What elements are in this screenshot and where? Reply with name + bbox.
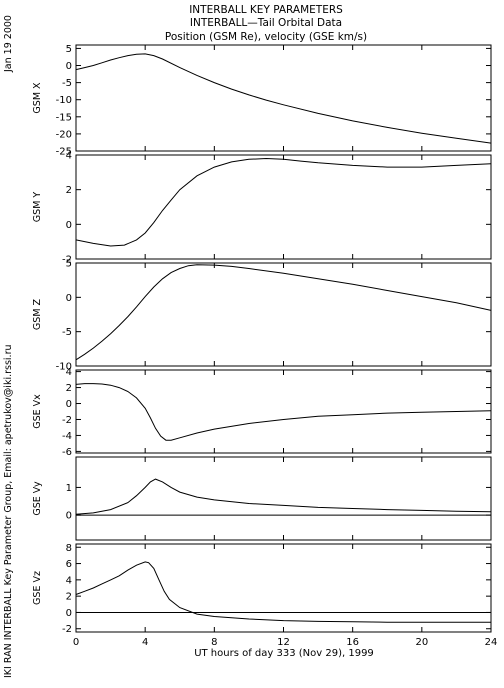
x-tick-label: 8 xyxy=(211,637,217,648)
y-tick-label-gsm-x: -25 xyxy=(56,147,72,158)
y-tick-label-gsm-x: 0 xyxy=(66,61,72,72)
series-line-gse-vx xyxy=(75,383,492,441)
x-tick-label: 4 xyxy=(142,637,148,648)
y-tick-label-gsm-z: -5 xyxy=(62,327,72,338)
x-tick-label: 24 xyxy=(485,637,498,648)
date-stamp: Jan 19 2000 xyxy=(3,15,14,73)
y-tick-label-gse-vx: -2 xyxy=(62,415,72,426)
panel-frame-gse-vy xyxy=(75,456,492,541)
y-tick-label-gse-vx: 4 xyxy=(66,367,72,378)
y-tick-label-gsm-x: 5 xyxy=(66,44,72,55)
y-tick-label-gse-vz: 2 xyxy=(66,592,72,603)
y-axis-label-gsm-y: GSM Y xyxy=(32,192,43,223)
y-tick-label-gse-vz: -2 xyxy=(62,624,72,635)
y-tick-label-gse-vx: 2 xyxy=(66,383,72,394)
y-tick-label-gsm-z: 5 xyxy=(66,259,72,270)
y-tick-label-gse-vy: 0 xyxy=(66,511,72,522)
y-tick-label-gsm-x: -20 xyxy=(56,129,72,140)
y-tick-label-gsm-z: 0 xyxy=(66,293,72,304)
y-tick-label-gsm-y: 2 xyxy=(66,185,72,196)
x-tick-label: 16 xyxy=(346,637,359,648)
x-tick-label: 0 xyxy=(73,637,79,648)
series-line-gsm-x xyxy=(75,53,492,144)
series-line-gse-vz xyxy=(75,561,491,623)
y-tick-label-gsm-x: -5 xyxy=(62,78,72,89)
y-tick-label-gse-vz: 6 xyxy=(66,559,72,570)
y-axis-label-gse-vx: GSE Vx xyxy=(32,394,43,429)
x-tick-label: 20 xyxy=(415,637,428,648)
y-tick-label-gse-vz: 0 xyxy=(66,608,72,619)
series-line-gsm-y xyxy=(75,157,492,247)
y-tick-label-gse-vx: -4 xyxy=(62,431,72,442)
y-tick-label-gse-vz: 8 xyxy=(66,543,72,554)
panel-frame-gse-vx xyxy=(75,369,492,454)
y-tick-label-gse-vx: -6 xyxy=(62,447,72,458)
y-axis-label-gsm-z: GSM Z xyxy=(32,298,43,330)
panel-frame-gsm-y xyxy=(75,154,492,260)
panel-frame-gsm-x xyxy=(75,44,492,152)
y-axis-label-gse-vy: GSE Vy xyxy=(32,481,43,516)
y-axis-label-gsm-x: GSM X xyxy=(32,82,43,114)
y-tick-label-gse-vz: 4 xyxy=(66,575,72,586)
x-tick-label: 12 xyxy=(277,637,290,648)
y-axis-label-gse-vz: GSE Vz xyxy=(32,571,43,605)
credit-line: IKI RAN INTERBALL Key Parameter Group, E… xyxy=(3,345,14,679)
series-line-gse-vy xyxy=(75,478,492,515)
y-tick-label-gsm-x: -15 xyxy=(56,112,72,123)
panel-frame-gse-vz xyxy=(75,543,492,633)
chart-title-line1: INTERBALL KEY PARAMETERS xyxy=(189,4,343,16)
y-tick-label-gsm-y: -2 xyxy=(62,255,72,266)
chart-title-line3: Position (GSM Re), velocity (GSE km/s) xyxy=(165,31,367,43)
y-tick-label-gse-vy: 1 xyxy=(66,483,72,494)
panel-frame-gsm-z xyxy=(75,262,492,367)
y-tick-label-gsm-y: 4 xyxy=(66,151,72,162)
y-tick-label-gsm-y: 0 xyxy=(66,220,72,231)
y-tick-label-gsm-x: -10 xyxy=(56,95,72,106)
series-line-gsm-z xyxy=(75,264,492,361)
y-tick-label-gse-vx: 0 xyxy=(66,399,72,410)
x-axis-label: UT hours of day 333 (Nov 29), 1999 xyxy=(194,648,374,659)
y-tick-label-gsm-z: -10 xyxy=(56,362,72,373)
chart-title-line2: INTERBALL—Tail Orbital Data xyxy=(190,17,342,29)
